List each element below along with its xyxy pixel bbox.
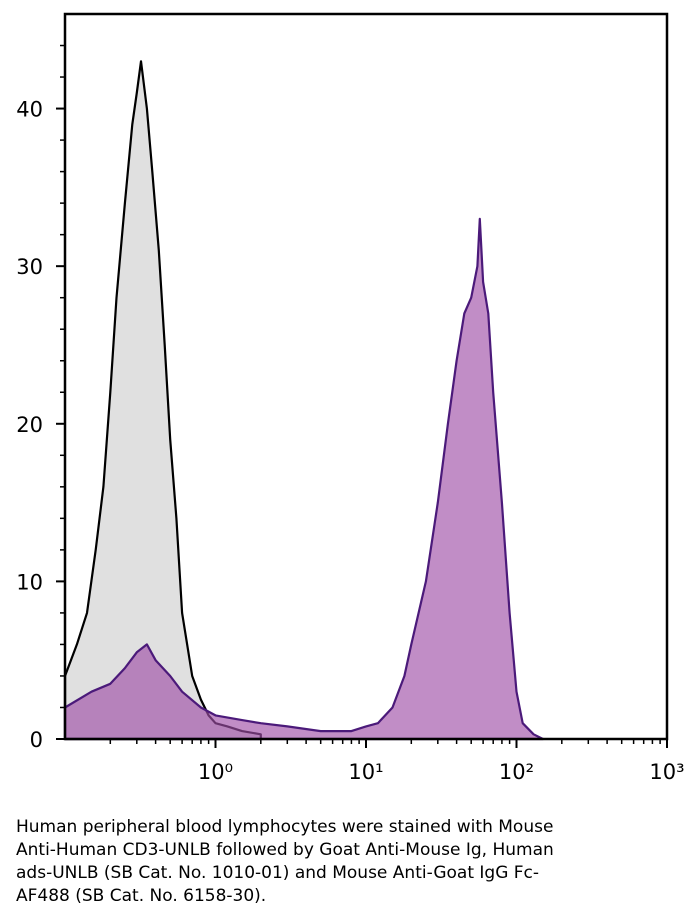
x-tick-label: 10³ xyxy=(649,760,684,784)
y-tick-label: 0 xyxy=(30,728,43,752)
caption-line: AF488 (SB Cat. No. 6158-30). xyxy=(16,886,266,906)
y-tick-label: 40 xyxy=(16,98,43,122)
x-tick-label: 10⁰ xyxy=(198,760,233,784)
histogram-area xyxy=(63,60,262,741)
caption-line: Human peripheral blood lymphocytes were … xyxy=(16,817,553,837)
caption-line: Anti-Human CD3-UNLB followed by Goat Ant… xyxy=(16,840,554,860)
y-tick-label: 20 xyxy=(16,413,43,437)
x-tick-label: 10¹ xyxy=(348,760,383,784)
x-tick-label: 10² xyxy=(499,760,534,784)
histogram-area xyxy=(63,217,545,741)
y-tick-label: 30 xyxy=(16,255,43,279)
caption-line: ads-UNLB (SB Cat. No. 1010-01) and Mouse… xyxy=(16,863,539,883)
y-tick-label: 10 xyxy=(16,570,43,594)
